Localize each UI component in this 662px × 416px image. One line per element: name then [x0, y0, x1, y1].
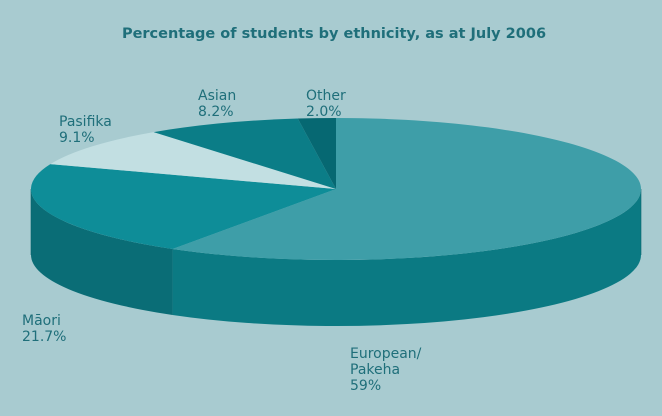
slice-m-ori-side — [30, 189, 173, 315]
slice-other — [297, 118, 336, 189]
slice-pasifika — [50, 132, 336, 189]
slice-asian — [153, 118, 336, 189]
slice-asian-label: Asian 8.2% — [198, 88, 236, 120]
slice-european-pakeha-label: European/Pakeha 59% — [350, 346, 422, 394]
slice-m-ori — [30, 164, 337, 249]
chart-title: Percentage of students by ethnicity, as … — [122, 26, 546, 42]
pie-slices — [30, 118, 642, 260]
slice-other-label: Other 2.0% — [306, 88, 346, 120]
pie-sides — [30, 189, 642, 326]
slice-m-ori-label: Māori 21.7% — [22, 313, 66, 345]
slice-european-pakeha — [172, 118, 642, 260]
slice-european-pakeha-side — [172, 189, 642, 326]
slice-pasifika-label: Pasifika 9.1% — [59, 114, 112, 146]
slice-labels: European/Pakeha 59% Māori 21.7% Pasifika 9.1%… — [22, 88, 422, 394]
